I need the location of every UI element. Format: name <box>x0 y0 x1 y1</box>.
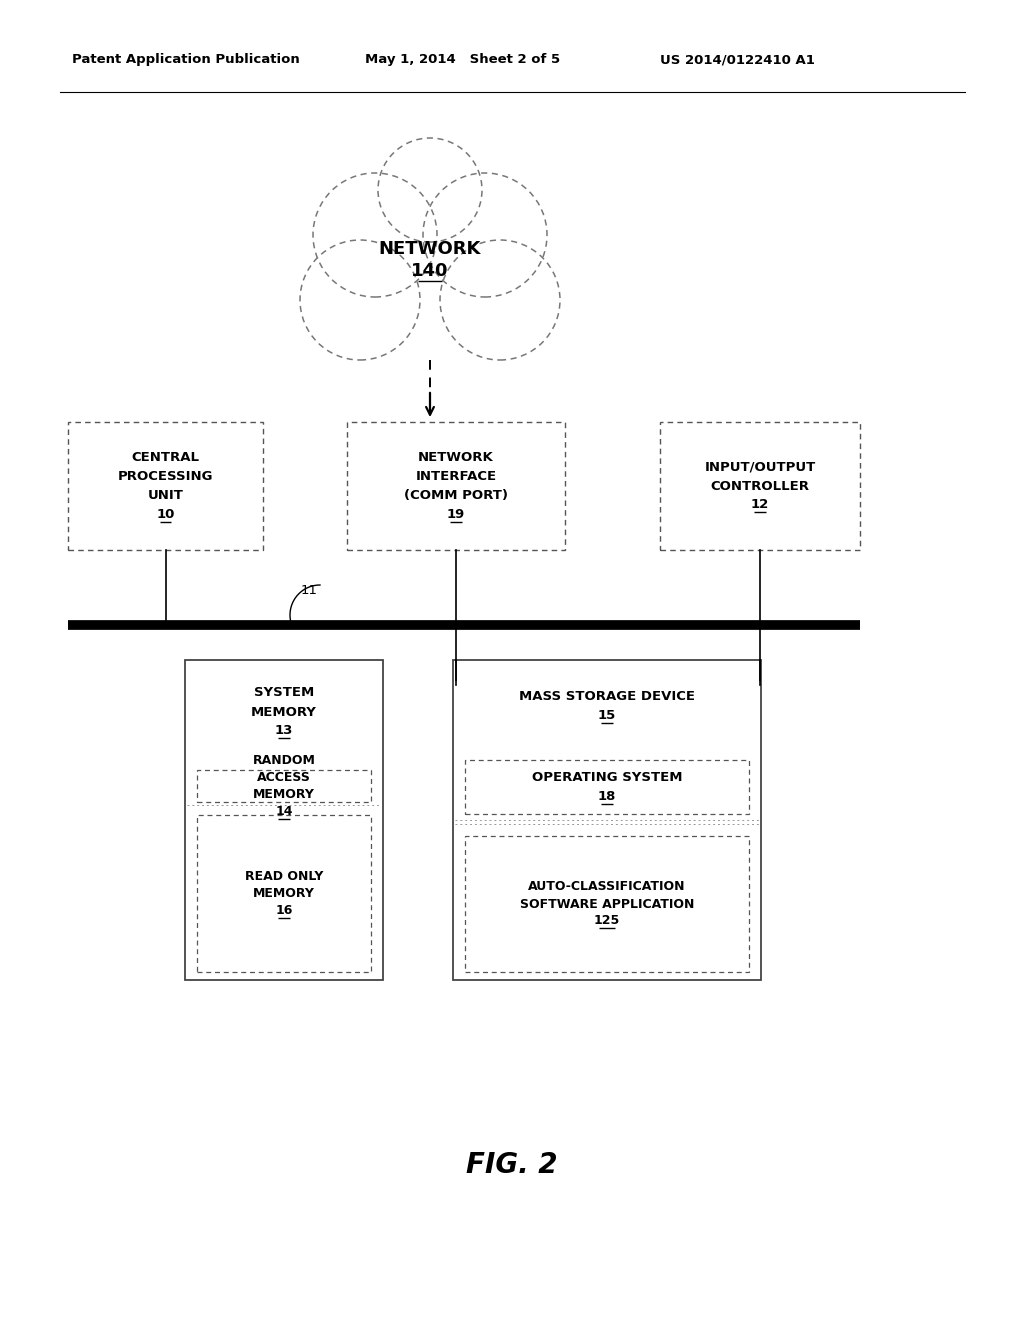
Bar <box>185 660 383 979</box>
Text: MEMORY: MEMORY <box>253 887 315 900</box>
Text: SOFTWARE APPLICATION: SOFTWARE APPLICATION <box>520 898 694 911</box>
Bar <box>453 660 761 979</box>
Circle shape <box>378 139 482 242</box>
Text: NETWORK: NETWORK <box>418 451 494 465</box>
Text: FIG. 2: FIG. 2 <box>466 1151 558 1179</box>
Text: PROCESSING: PROCESSING <box>118 470 213 483</box>
Text: READ ONLY: READ ONLY <box>245 870 324 883</box>
Text: 15: 15 <box>598 709 616 722</box>
Text: CONTROLLER: CONTROLLER <box>711 479 810 492</box>
Circle shape <box>300 240 420 360</box>
Text: (COMM PORT): (COMM PORT) <box>404 488 508 502</box>
Bar <box>465 836 749 972</box>
Text: OPERATING SYSTEM: OPERATING SYSTEM <box>531 771 682 784</box>
Bar <box>465 760 749 814</box>
Text: May 1, 2014   Sheet 2 of 5: May 1, 2014 Sheet 2 of 5 <box>365 54 560 66</box>
Text: 16: 16 <box>275 904 293 917</box>
Text: NETWORK: NETWORK <box>379 240 481 257</box>
Text: 140: 140 <box>412 261 449 280</box>
Text: MASS STORAGE DEVICE: MASS STORAGE DEVICE <box>519 690 695 704</box>
Text: MEMORY: MEMORY <box>251 705 317 718</box>
Text: 19: 19 <box>446 508 465 521</box>
Text: 10: 10 <box>157 508 175 521</box>
Bar <box>68 422 263 550</box>
Text: 12: 12 <box>751 499 769 511</box>
Text: SYSTEM: SYSTEM <box>254 686 314 700</box>
Text: 14: 14 <box>275 805 293 818</box>
Text: RANDOM: RANDOM <box>253 754 315 767</box>
Bar <box>197 770 371 803</box>
Circle shape <box>440 240 560 360</box>
Text: CENTRAL: CENTRAL <box>131 451 200 465</box>
Text: MEMORY: MEMORY <box>253 788 315 801</box>
Bar <box>660 422 860 550</box>
Text: Patent Application Publication: Patent Application Publication <box>72 54 300 66</box>
Text: 13: 13 <box>274 725 293 738</box>
Text: AUTO-CLASSIFICATION: AUTO-CLASSIFICATION <box>528 880 686 894</box>
Circle shape <box>423 173 547 297</box>
Text: UNIT: UNIT <box>147 488 183 502</box>
Text: 18: 18 <box>598 789 616 803</box>
Text: 11: 11 <box>301 583 318 597</box>
Text: 125: 125 <box>594 915 621 928</box>
Text: ACCESS: ACCESS <box>257 771 311 784</box>
Text: US 2014/0122410 A1: US 2014/0122410 A1 <box>660 54 815 66</box>
Bar <box>197 814 371 972</box>
Bar <box>347 422 565 550</box>
Text: INTERFACE: INTERFACE <box>416 470 497 483</box>
Text: INPUT/OUTPUT: INPUT/OUTPUT <box>705 461 816 474</box>
Circle shape <box>313 173 437 297</box>
